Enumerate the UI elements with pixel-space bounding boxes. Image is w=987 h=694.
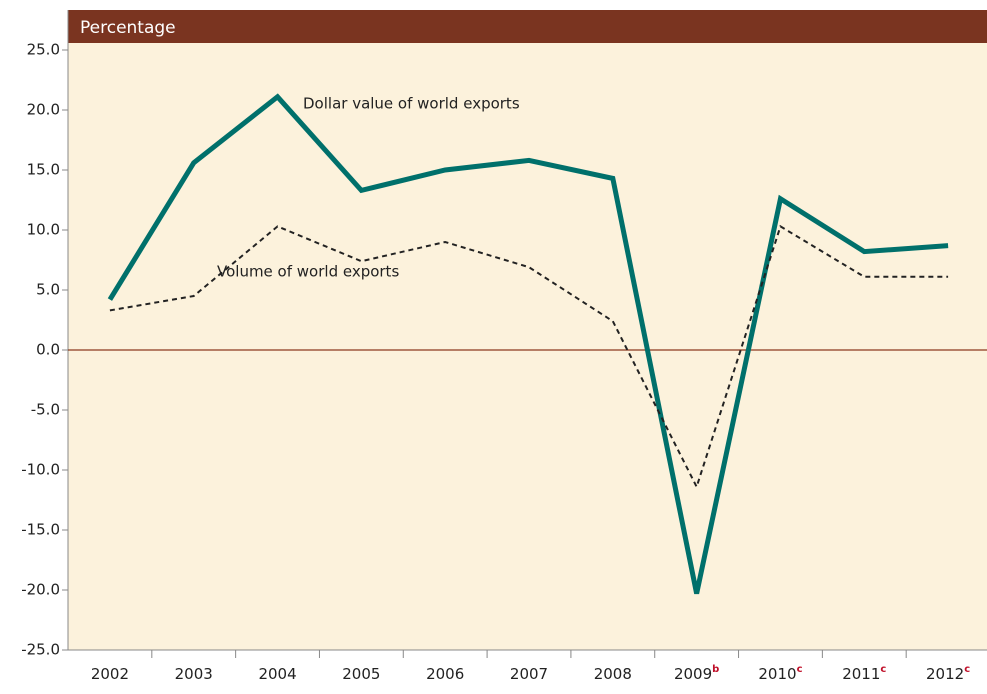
- x-tick-label: 2010c: [758, 664, 802, 683]
- x-tick-label: 2002: [91, 665, 129, 683]
- x-tick-note: c: [797, 664, 803, 675]
- x-tick-text: 2004: [258, 665, 296, 683]
- series-label: Volume of world exports: [217, 263, 399, 281]
- plot-background: [68, 10, 987, 650]
- x-tick-text: 2010: [758, 665, 796, 683]
- y-tick-label: -15.0: [21, 521, 60, 539]
- series-label: Dollar value of world exports: [303, 95, 520, 113]
- x-tick-note: b: [712, 664, 719, 675]
- series-line: [107, 93, 949, 595]
- x-tick-text: 2003: [175, 665, 213, 683]
- y-tick-label: -5.0: [31, 401, 60, 419]
- header-label: Percentage: [80, 18, 176, 38]
- x-tick-text: 2006: [426, 665, 464, 683]
- x-tick-text: 2002: [91, 665, 129, 683]
- x-tick-label: 2007: [510, 665, 548, 683]
- y-tick-label: 25.0: [27, 41, 60, 59]
- series-line: [109, 224, 949, 490]
- x-tick-label: 2008: [594, 665, 632, 683]
- x-tick-text: 2011: [842, 665, 880, 683]
- x-tick-text: 2008: [594, 665, 632, 683]
- y-tick-label: -10.0: [21, 461, 60, 479]
- x-tick-text: 2009: [674, 665, 712, 683]
- y-tick-label: 5.0: [36, 281, 60, 299]
- x-tick-label: 2003: [175, 665, 213, 683]
- x-tick-label: 2009b: [674, 664, 719, 683]
- y-tick-label: -25.0: [21, 641, 60, 659]
- x-tick-label: 2006: [426, 665, 464, 683]
- y-tick-label: 10.0: [27, 221, 60, 239]
- x-tick-note: c: [880, 664, 886, 675]
- x-tick-text: 2005: [342, 665, 380, 683]
- y-tick-label: 20.0: [27, 101, 60, 119]
- y-tick-label: 15.0: [27, 161, 60, 179]
- x-tick-text: 2007: [510, 665, 548, 683]
- y-tick-label: -20.0: [21, 581, 60, 599]
- y-tick-label: 0.0: [36, 341, 60, 359]
- x-tick-note: c: [964, 664, 970, 675]
- header-bar: [68, 10, 987, 43]
- x-tick-label: 2004: [258, 665, 296, 683]
- x-tick-label: 2005: [342, 665, 380, 683]
- x-tick-label: 2011c: [842, 664, 886, 683]
- x-tick-label: 2012c: [926, 664, 970, 683]
- x-tick-text: 2012: [926, 665, 964, 683]
